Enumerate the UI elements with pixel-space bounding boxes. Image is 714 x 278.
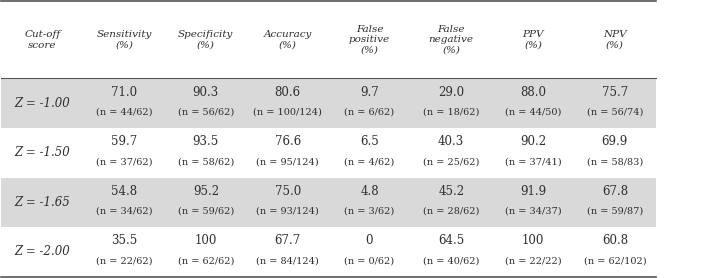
Text: (n = 37/41): (n = 37/41) xyxy=(505,157,561,166)
Text: 6.5: 6.5 xyxy=(360,135,379,148)
Text: (n = 28/62): (n = 28/62) xyxy=(423,207,479,216)
Text: 93.5: 93.5 xyxy=(193,135,219,148)
Text: 0: 0 xyxy=(366,234,373,247)
Text: 29.0: 29.0 xyxy=(438,86,464,99)
Text: 75.0: 75.0 xyxy=(274,185,301,198)
Text: (n = 44/50): (n = 44/50) xyxy=(505,108,561,117)
Text: 69.9: 69.9 xyxy=(602,135,628,148)
Text: (n = 95/124): (n = 95/124) xyxy=(256,157,319,166)
Text: (n = 25/62): (n = 25/62) xyxy=(423,157,479,166)
Text: 90.3: 90.3 xyxy=(193,86,219,99)
Text: 88.0: 88.0 xyxy=(520,86,546,99)
Text: Cut-off
score: Cut-off score xyxy=(24,30,61,49)
Text: (n = 58/83): (n = 58/83) xyxy=(587,157,643,166)
Text: 45.2: 45.2 xyxy=(438,185,464,198)
Text: (n = 4/62): (n = 4/62) xyxy=(344,157,395,166)
Text: (n = 44/62): (n = 44/62) xyxy=(96,108,152,117)
Text: Z = -2.00: Z = -2.00 xyxy=(14,245,70,258)
Text: (n = 22/62): (n = 22/62) xyxy=(96,256,152,265)
Bar xyxy=(1,178,655,227)
Text: 80.6: 80.6 xyxy=(275,86,301,99)
Text: (n = 56/74): (n = 56/74) xyxy=(587,108,643,117)
Text: Z = -1.00: Z = -1.00 xyxy=(14,97,70,110)
Text: (n = 6/62): (n = 6/62) xyxy=(344,108,395,117)
Text: 9.7: 9.7 xyxy=(360,86,379,99)
Text: (n = 84/124): (n = 84/124) xyxy=(256,256,319,265)
Text: (n = 40/62): (n = 40/62) xyxy=(423,256,479,265)
Text: (n = 37/62): (n = 37/62) xyxy=(96,157,152,166)
Text: NPV
(%): NPV (%) xyxy=(603,30,627,49)
Text: (n = 0/62): (n = 0/62) xyxy=(344,256,395,265)
Text: 4.8: 4.8 xyxy=(360,185,378,198)
Text: PPV
(%): PPV (%) xyxy=(522,30,544,49)
Text: (n = 62/62): (n = 62/62) xyxy=(178,256,234,265)
Text: 60.8: 60.8 xyxy=(602,234,628,247)
Text: 100: 100 xyxy=(195,234,217,247)
Text: 71.0: 71.0 xyxy=(111,86,137,99)
Text: (n = 93/124): (n = 93/124) xyxy=(256,207,319,216)
Text: 40.3: 40.3 xyxy=(438,135,464,148)
Text: (n = 58/62): (n = 58/62) xyxy=(178,157,234,166)
Text: 91.9: 91.9 xyxy=(520,185,546,198)
Text: False
negative
(%): False negative (%) xyxy=(428,25,473,55)
Text: False
positive
(%): False positive (%) xyxy=(349,25,390,55)
Text: 67.8: 67.8 xyxy=(602,185,628,198)
Bar xyxy=(1,128,655,178)
Text: Specificity
(%): Specificity (%) xyxy=(178,30,233,49)
Text: 54.8: 54.8 xyxy=(111,185,137,198)
Text: Z = -1.65: Z = -1.65 xyxy=(14,196,70,209)
Text: (n = 3/62): (n = 3/62) xyxy=(344,207,395,216)
Text: (n = 100/124): (n = 100/124) xyxy=(253,108,322,117)
Bar xyxy=(1,1,655,78)
Text: (n = 59/62): (n = 59/62) xyxy=(178,207,234,216)
Text: (n = 62/102): (n = 62/102) xyxy=(583,256,646,265)
Text: (n = 22/22): (n = 22/22) xyxy=(505,256,561,265)
Text: 35.5: 35.5 xyxy=(111,234,137,247)
Text: (n = 18/62): (n = 18/62) xyxy=(423,108,479,117)
Text: Accuracy
(%): Accuracy (%) xyxy=(263,30,312,49)
Text: (n = 34/37): (n = 34/37) xyxy=(505,207,561,216)
Bar xyxy=(1,227,655,277)
Text: 64.5: 64.5 xyxy=(438,234,464,247)
Text: 76.6: 76.6 xyxy=(274,135,301,148)
Text: (n = 56/62): (n = 56/62) xyxy=(178,108,234,117)
Text: 95.2: 95.2 xyxy=(193,185,219,198)
Text: Sensitivity
(%): Sensitivity (%) xyxy=(96,30,152,49)
Text: (n = 59/87): (n = 59/87) xyxy=(587,207,643,216)
Text: 59.7: 59.7 xyxy=(111,135,137,148)
Text: 75.7: 75.7 xyxy=(602,86,628,99)
Text: 90.2: 90.2 xyxy=(520,135,546,148)
Bar xyxy=(1,78,655,128)
Text: Z = -1.50: Z = -1.50 xyxy=(14,146,70,159)
Text: (n = 34/62): (n = 34/62) xyxy=(96,207,152,216)
Text: 67.7: 67.7 xyxy=(274,234,301,247)
Text: 100: 100 xyxy=(522,234,544,247)
